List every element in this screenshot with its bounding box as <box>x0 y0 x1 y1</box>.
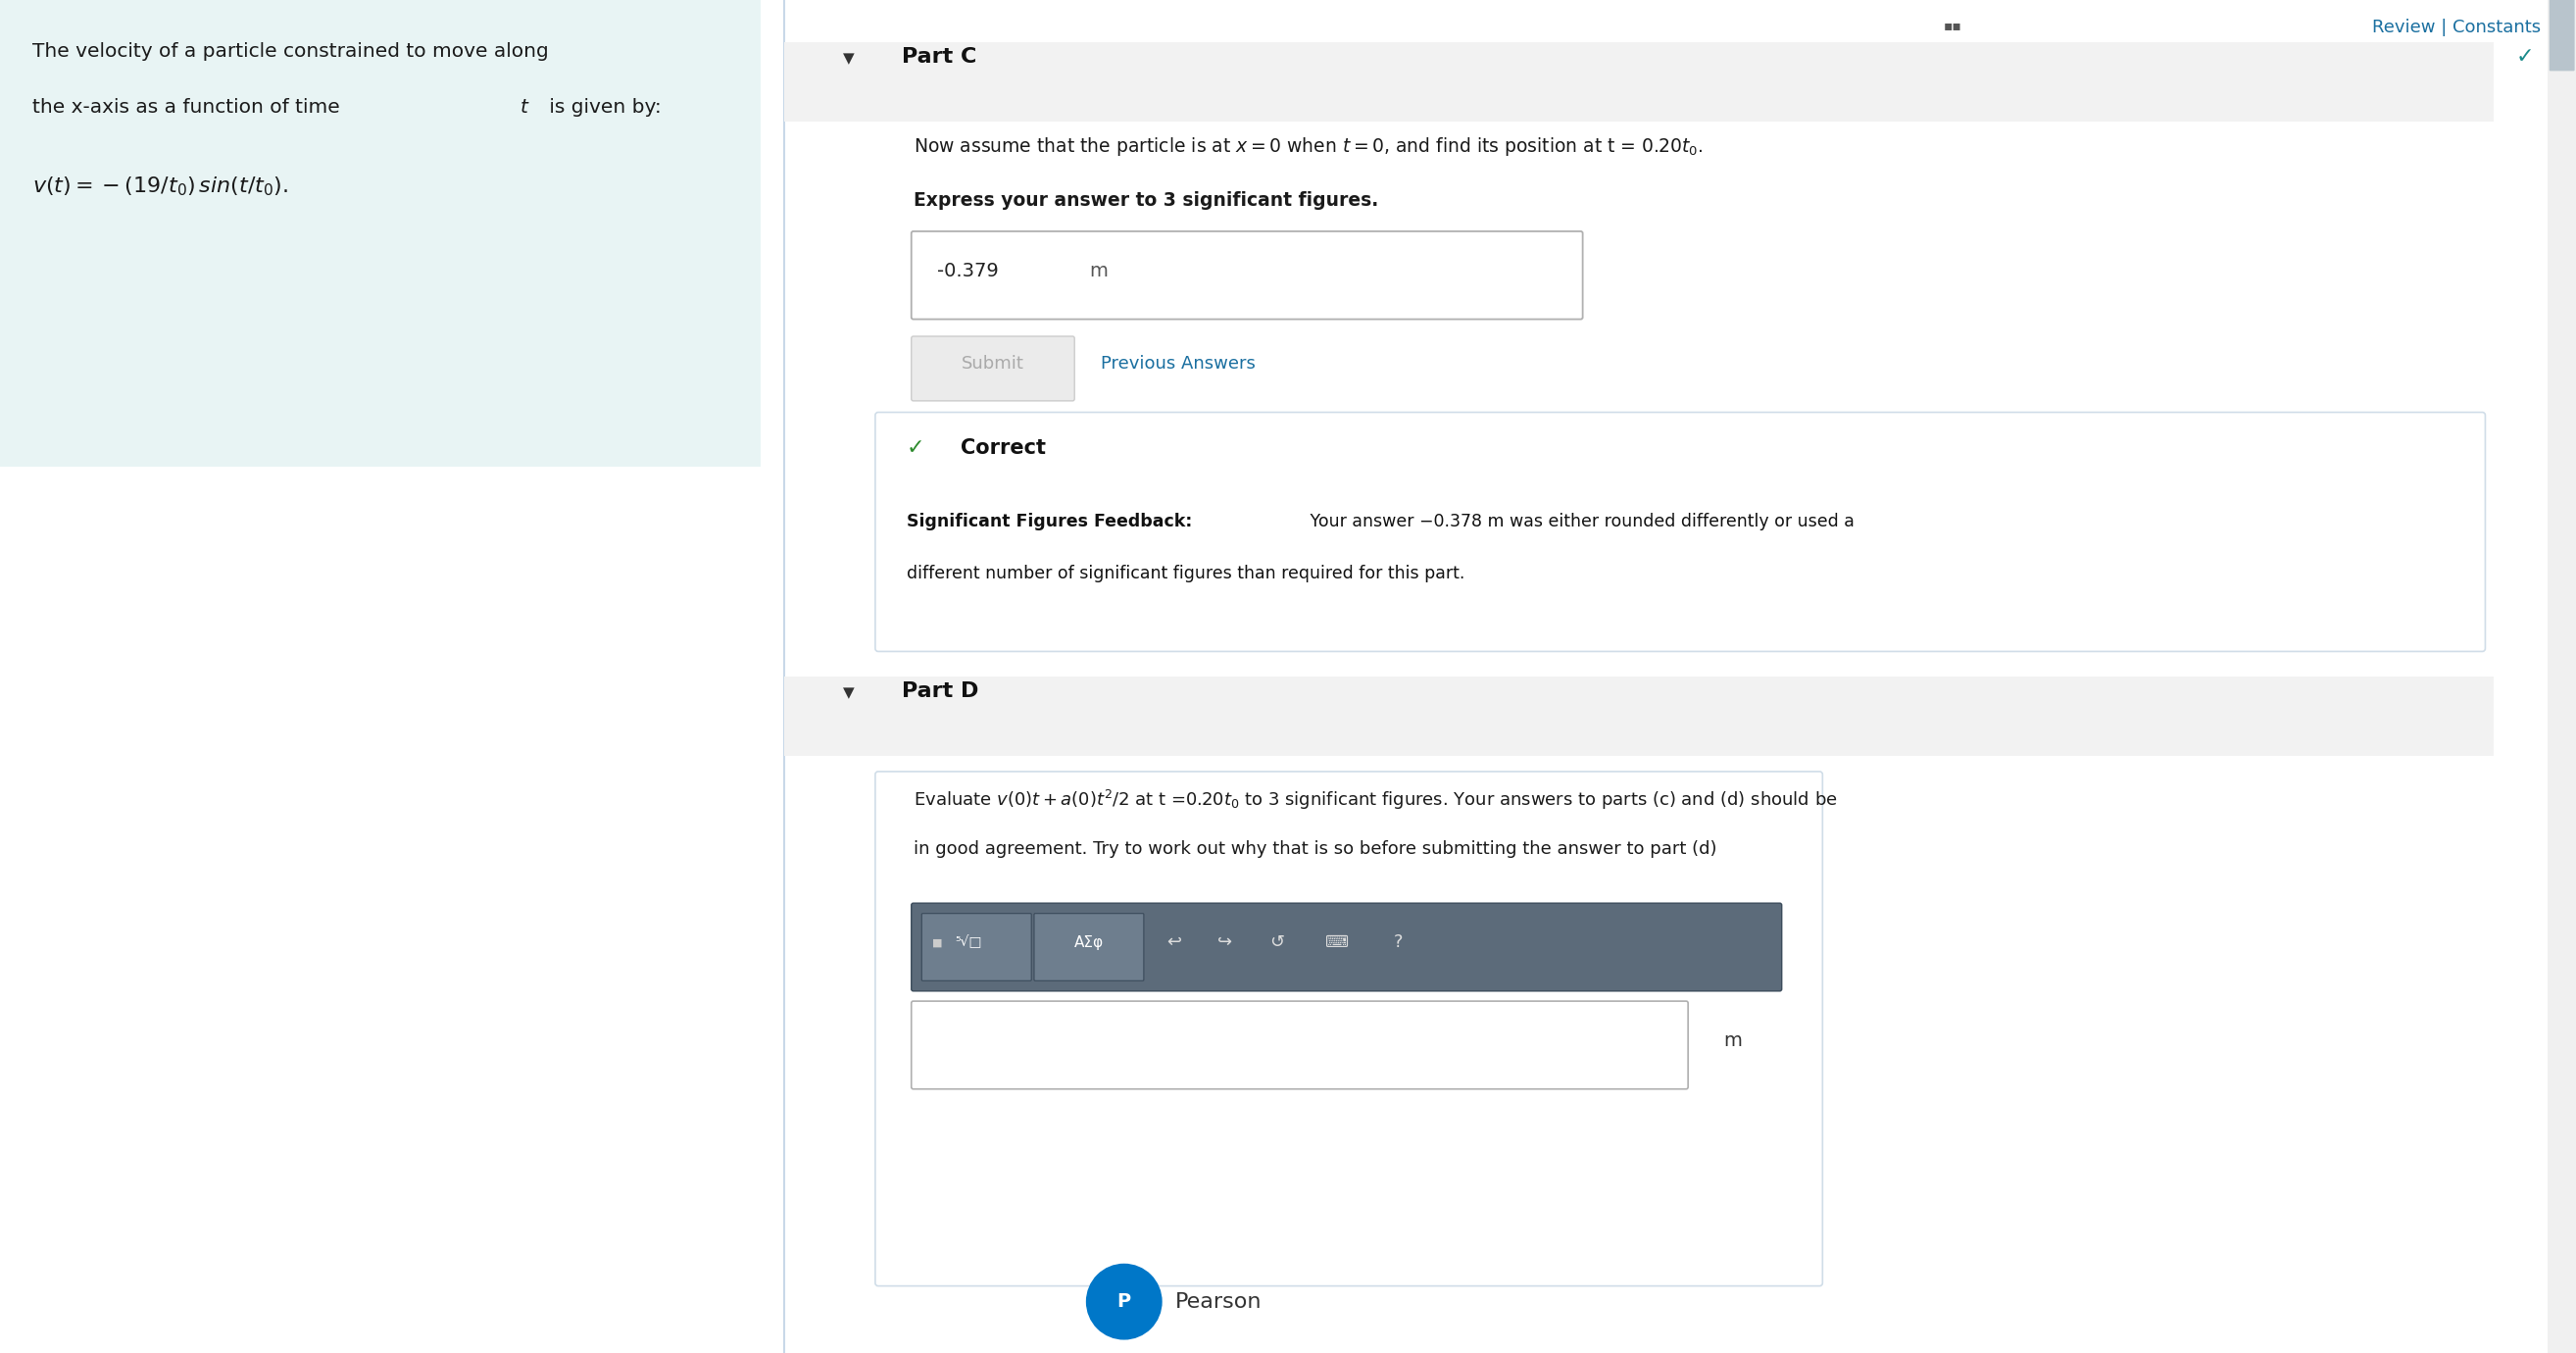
FancyBboxPatch shape <box>876 771 1824 1285</box>
Text: Now assume that the particle is at $x = 0$ when $t = 0$, and find its position a: Now assume that the particle is at $x = … <box>914 135 1703 158</box>
Text: ✓: ✓ <box>2517 46 2535 66</box>
Text: ▼: ▼ <box>842 686 855 701</box>
Text: m: m <box>1723 1031 1741 1050</box>
Text: ⌨: ⌨ <box>1327 934 1350 951</box>
Text: Review | Constants: Review | Constants <box>2372 19 2540 37</box>
Text: m: m <box>1090 261 1108 280</box>
Text: ✓: ✓ <box>907 438 925 459</box>
Text: Part C: Part C <box>902 46 976 66</box>
Text: ▼: ▼ <box>842 51 855 66</box>
Text: ⁵√□: ⁵√□ <box>956 935 981 950</box>
Text: Your answer −0.378 m was either rounded differently or used a: Your answer −0.378 m was either rounded … <box>1303 513 1855 530</box>
Text: Submit: Submit <box>961 354 1025 372</box>
Text: The velocity of a particle constrained to move along: The velocity of a particle constrained t… <box>33 42 549 61</box>
Text: ΑΣφ: ΑΣφ <box>1074 935 1103 950</box>
Text: t: t <box>520 97 528 116</box>
FancyBboxPatch shape <box>876 413 2486 651</box>
FancyBboxPatch shape <box>0 0 760 467</box>
FancyBboxPatch shape <box>1033 913 1144 981</box>
Text: P: P <box>1118 1292 1131 1311</box>
Text: Express your answer to 3 significant figures.: Express your answer to 3 significant fig… <box>914 191 1378 210</box>
Text: ↺: ↺ <box>1270 934 1283 951</box>
FancyBboxPatch shape <box>912 231 1582 319</box>
Text: ■: ■ <box>933 938 943 947</box>
Text: ?: ? <box>1394 934 1404 951</box>
FancyBboxPatch shape <box>2550 0 2573 70</box>
Text: is given by:: is given by: <box>544 97 662 116</box>
Text: Previous Answers: Previous Answers <box>1100 354 1255 372</box>
Text: Pearson: Pearson <box>1175 1292 1262 1311</box>
FancyBboxPatch shape <box>912 904 1783 990</box>
Text: ↩: ↩ <box>1167 934 1180 951</box>
Text: ↪: ↪ <box>1218 934 1231 951</box>
Text: -0.379: -0.379 <box>938 261 999 280</box>
Text: Evaluate $v(0)t + a(0)t^2/2$ at t =0.20$t_0$ to 3 significant figures. Your answ: Evaluate $v(0)t + a(0)t^2/2$ at t =0.20$… <box>914 789 1837 812</box>
Text: Part D: Part D <box>902 681 979 701</box>
FancyBboxPatch shape <box>912 337 1074 400</box>
Bar <box>786 676 2494 756</box>
Text: the x-axis as a function of time: the x-axis as a function of time <box>33 97 348 116</box>
Text: $v(t) = -(19/t_0)\,sin(t/t_0).$: $v(t) = -(19/t_0)\,sin(t/t_0).$ <box>33 175 289 198</box>
Text: Correct: Correct <box>961 438 1046 459</box>
Bar <box>786 42 2494 122</box>
FancyBboxPatch shape <box>922 913 1030 981</box>
Text: ▪▪: ▪▪ <box>1945 19 1963 32</box>
Bar <box>2548 0 2576 1353</box>
FancyBboxPatch shape <box>912 1001 1687 1089</box>
Circle shape <box>1087 1264 1162 1339</box>
Text: in good agreement. Try to work out why that is so before submitting the answer t: in good agreement. Try to work out why t… <box>914 840 1716 858</box>
Text: different number of significant figures than required for this part.: different number of significant figures … <box>907 564 1463 582</box>
Text: Significant Figures Feedback:: Significant Figures Feedback: <box>907 513 1193 530</box>
